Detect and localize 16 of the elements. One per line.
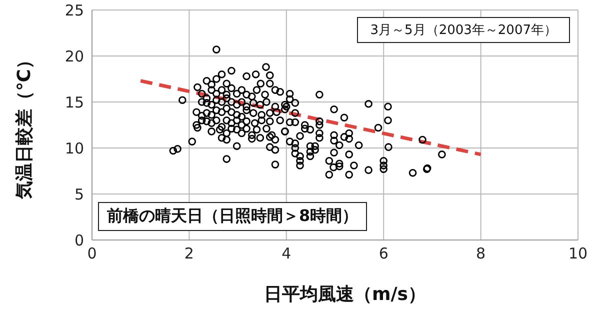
annotation: 前橋の晴天日（日照時間＞8時間） bbox=[98, 202, 368, 231]
y-tick-label: 0 bbox=[74, 231, 84, 250]
y-tick-label: 15 bbox=[64, 93, 84, 112]
y-tick-label: 10 bbox=[64, 139, 84, 158]
y-tick-label: 5 bbox=[74, 185, 84, 204]
x-tick-label: 2 bbox=[184, 244, 194, 263]
x-tick-label: 4 bbox=[282, 244, 292, 263]
annotation: 3月～5月（2003年～2007年） bbox=[357, 17, 570, 43]
y-axis-title: 気温日較差（℃） bbox=[13, 51, 36, 199]
x-tick-label: 8 bbox=[476, 244, 486, 263]
x-axis-title: 日平均風速（m/s） bbox=[262, 283, 428, 306]
y-tick-label: 25 bbox=[64, 1, 84, 20]
x-tick-label: 10 bbox=[568, 244, 588, 263]
y-tick-label: 20 bbox=[64, 47, 84, 66]
x-tick-label: 0 bbox=[87, 244, 97, 263]
x-tick-label: 6 bbox=[378, 244, 388, 263]
